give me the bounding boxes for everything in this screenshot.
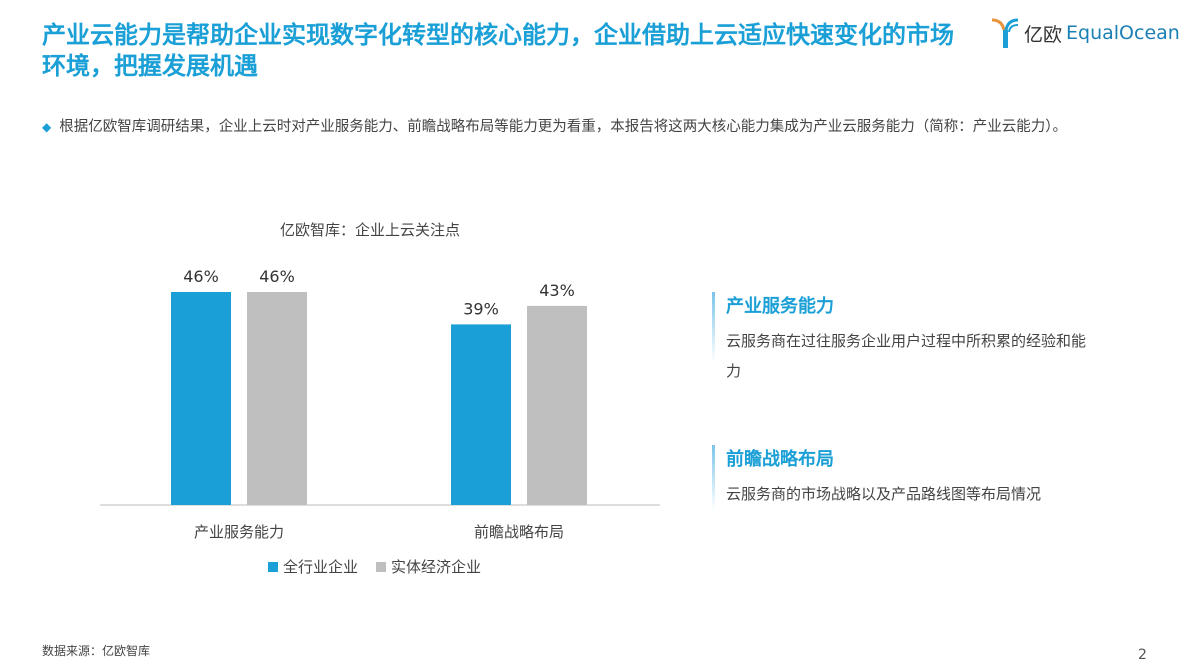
page-title: 产业云能力是帮助企业实现数字化转型的核心能力，企业借助上云适应快速变化的市场环境…: [42, 21, 954, 80]
logo-en: EqualOcean: [1066, 22, 1180, 44]
bullet-text: ◆ 根据亿欧智库调研结果，企业上云时对产业服务能力、前瞻战略布局等能力更为看重，…: [42, 117, 1142, 138]
diamond-icon: ◆: [42, 120, 52, 134]
info-title: 产业服务能力: [726, 296, 834, 317]
bar: [247, 292, 307, 505]
chart-title: 亿欧智库：企业上云关注点: [280, 221, 461, 239]
accent-bar: [712, 445, 715, 510]
chart-legend: 全行业企业 实体经济企业: [268, 556, 481, 577]
page-number: 2: [1138, 647, 1147, 663]
legend-item: 实体经济企业: [376, 556, 481, 577]
logo-icon: [991, 18, 1019, 48]
legend-item: 全行业企业: [268, 556, 358, 577]
info-item-strategy: 前瞻战略布局 云服务商的市场战略以及产品路线图等布局情况: [712, 445, 1112, 510]
category-label: 产业服务能力: [194, 523, 284, 541]
legend-label: 实体经济企业: [391, 558, 482, 576]
info-desc: 云服务商在过往服务企业用户过程中所积累的经验和能力: [726, 332, 1087, 380]
data-label: 43%: [539, 281, 575, 300]
category-label: 前瞻战略布局: [474, 523, 564, 541]
logo-cn: 亿欧: [1024, 23, 1063, 46]
info-title: 前瞻战略布局: [726, 449, 834, 470]
bar: [527, 305, 587, 505]
data-label: 39%: [463, 299, 499, 318]
info-desc: 云服务商的市场战略以及产品路线图等布局情况: [726, 485, 1042, 503]
logo: 亿欧 EqualOcean: [990, 16, 1180, 50]
accent-bar: [712, 292, 715, 362]
data-label: 46%: [259, 267, 295, 286]
bullet-label: 根据亿欧智库调研结果，企业上云时对产业服务能力、前瞻战略布局等能力更为看重，本报…: [59, 119, 1067, 135]
legend-swatch: [268, 562, 278, 572]
info-item-service: 产业服务能力 云服务商在过往服务企业用户过程中所积累的经验和能力: [712, 292, 1112, 386]
bar: [171, 292, 231, 505]
source-note: 数据来源：亿欧智库: [42, 644, 151, 658]
bar: [451, 324, 511, 505]
bar-chart: 46% 46% 产业服务能力 39% 43% 前瞻战略布局: [100, 267, 660, 541]
legend-swatch: [376, 562, 387, 572]
data-label: 46%: [183, 267, 219, 286]
legend-label: 全行业企业: [283, 558, 359, 576]
